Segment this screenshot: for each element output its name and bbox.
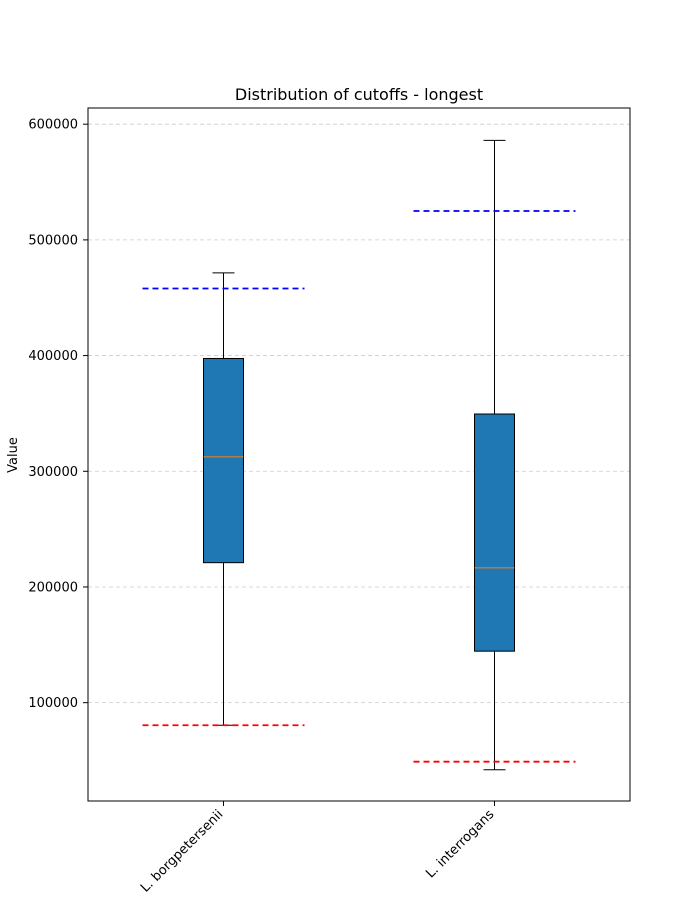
- y-tick-label: 100000: [28, 696, 78, 711]
- box-iqr: [474, 413, 515, 652]
- chart-title: Distribution of cutoffs - longest: [235, 85, 483, 104]
- y-tick-label: 600000: [28, 118, 78, 133]
- axes: 100000 200000 300000 400000 500000 600000 L. b…: [28, 118, 497, 896]
- x-tick-label: L. borgpetersenii: [138, 807, 226, 895]
- box-iqr: [203, 357, 244, 564]
- plot-area-frame: [87, 107, 631, 802]
- plot-marks: [142, 139, 576, 771]
- y-tick-label: 200000: [28, 580, 78, 595]
- y-tick-label: 500000: [28, 233, 78, 248]
- y-tick-label: 400000: [28, 349, 78, 364]
- y-axis-label: Value: [6, 437, 21, 473]
- grid-lines: [88, 123, 630, 704]
- y-tick-label: 300000: [28, 465, 78, 480]
- x-tick-label: L. interrogans: [423, 807, 497, 881]
